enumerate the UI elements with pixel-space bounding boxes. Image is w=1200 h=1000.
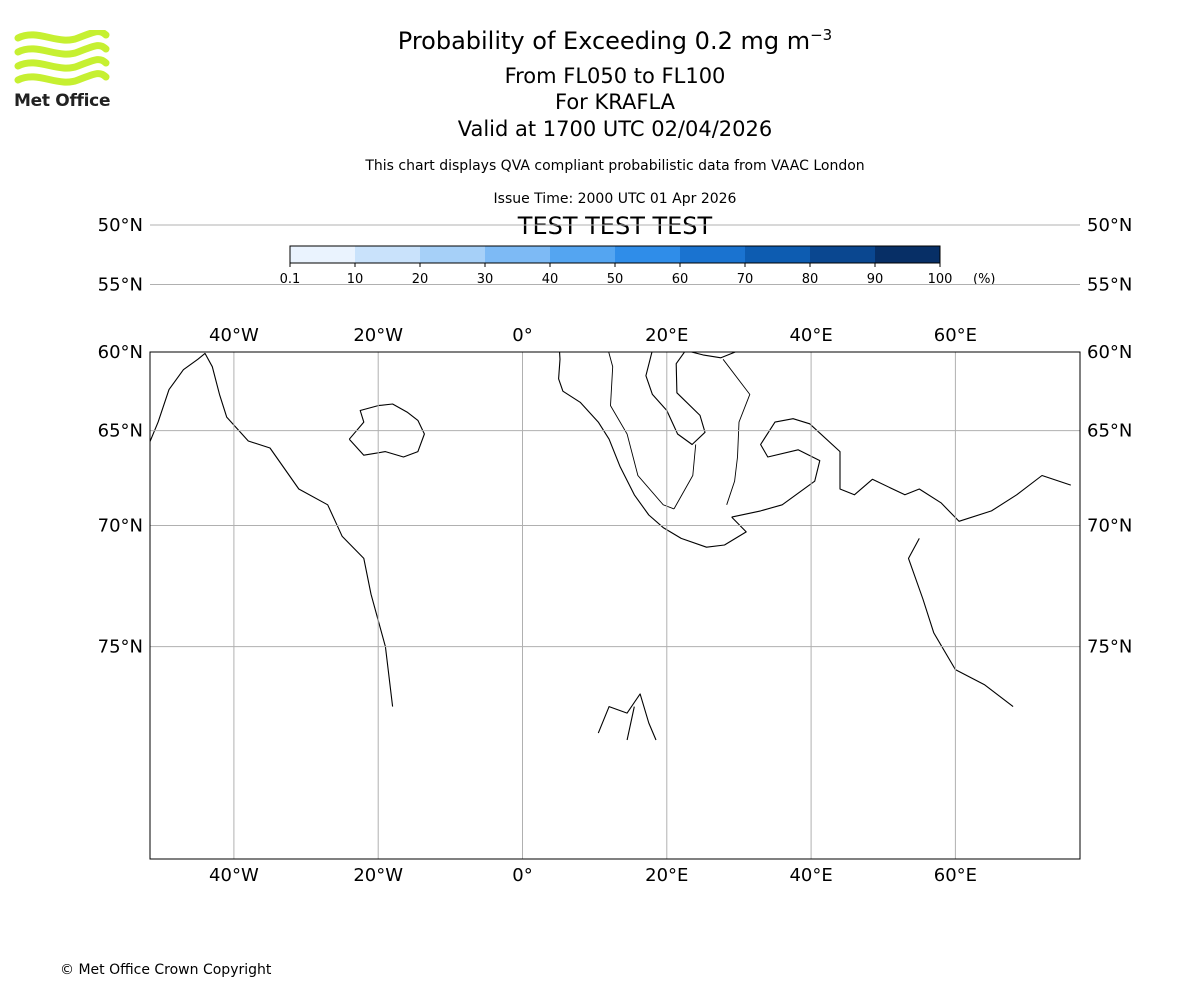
chart-description: This chart displays QVA compliant probab…: [365, 158, 865, 174]
logo-wave-3: [14, 70, 110, 86]
colorbar-swatch-4: [550, 246, 616, 263]
flight-level-range: From FL050 to FL100: [504, 64, 726, 88]
colorbar-swatch-6: [680, 246, 746, 263]
colorbar-tick-label: 0.1: [280, 272, 301, 287]
chart-title: Probability of Exceeding 0.2 mg m−3: [0, 26, 1200, 55]
colorbar-tick-label: 10: [347, 272, 364, 287]
colorbar-swatch-5: [615, 246, 681, 263]
logo-wave-2: [14, 56, 110, 72]
colorbar-swatch-8: [810, 246, 876, 263]
issue-time: Issue Time: 2000 UTC 01 Apr 2026: [493, 191, 737, 207]
colorbar-tick-label: 70: [737, 272, 754, 287]
colorbar-swatch-1: [355, 246, 421, 263]
title-text: Probability of Exceeding 0.2 mg m: [397, 27, 811, 55]
valid-time: Valid at 1700 UTC 02/04/2026: [457, 117, 773, 141]
colorbar-swatch-3: [485, 246, 551, 263]
colorbar-swatch-2: [420, 246, 486, 263]
colorbar-tick-label: 20: [412, 272, 429, 287]
colorbar-tick-label: 90: [867, 272, 884, 287]
map-background: [150, 352, 1080, 859]
volcano-name: For KRAFLA: [555, 90, 675, 114]
colorbar-unit: (%): [973, 272, 996, 287]
colorbar-tick-label: 50: [607, 272, 624, 287]
colorbar-swatch-0: [290, 246, 356, 263]
colorbar-tick-label: 80: [802, 272, 819, 287]
map-content: [150, 352, 1071, 741]
test-banner: TEST TEST TEST: [517, 212, 713, 240]
colorbar-tick-label: 100: [928, 272, 953, 287]
logo-wave-1: [14, 42, 110, 58]
colorbar-swatch-9: [875, 246, 941, 263]
map-panel: 40°W40°W20°W20°W0°0°20°E20°E40°E40°E60°E…: [98, 215, 1133, 886]
colorbar-tick-label: 30: [477, 272, 494, 287]
title-superscript: −3: [810, 26, 833, 44]
colorbar-tick-label: 60: [672, 272, 689, 287]
colorbar: 0.1 10 20 30 40 50 60 70 80 90 100 (%): [280, 245, 996, 287]
colorbar-swatch-7: [745, 246, 811, 263]
colorbar-tick-label: 40: [542, 272, 559, 287]
logo-wave-0: [14, 28, 110, 44]
logo-text: Met Office: [14, 91, 111, 111]
met-office-logo-icon: [14, 28, 110, 114]
